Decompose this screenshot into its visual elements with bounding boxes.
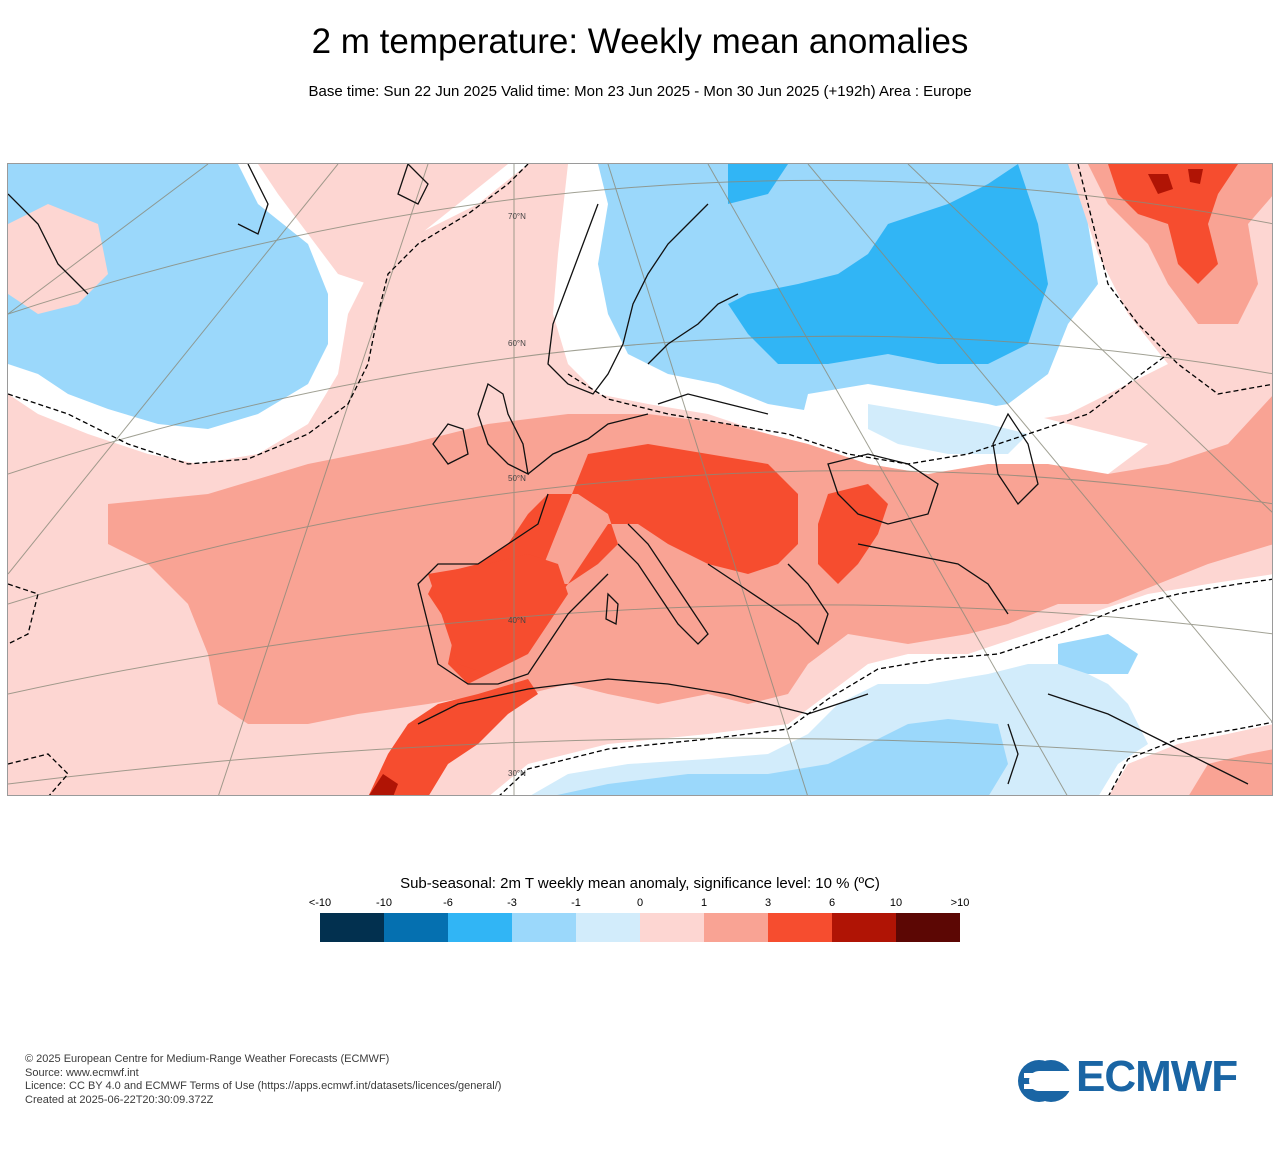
legend-swatch-3 bbox=[512, 913, 576, 942]
legend-tick-label: 10 bbox=[889, 897, 903, 909]
ecmwf-logo-text: ECMWF bbox=[1076, 1052, 1238, 1101]
significance-contours bbox=[8, 164, 1272, 795]
lat-label-50: 50°N bbox=[508, 474, 526, 483]
ecmwf-logo-icon bbox=[1018, 1060, 1074, 1102]
legend-swatch-5 bbox=[640, 913, 704, 942]
region-greenland-lightred bbox=[8, 204, 108, 314]
legend-labels: <-10 -10 -6 -3 -1 0 1 3 6 10 >10 bbox=[309, 897, 970, 911]
region-iberia-strongred bbox=[428, 554, 568, 674]
footer-source: Source: www.ecmwf.int bbox=[25, 1066, 139, 1079]
legend-swatch-6 bbox=[704, 913, 768, 942]
legend-title: Sub-seasonal: 2m T weekly mean anomaly, … bbox=[400, 875, 880, 892]
region-africa-coast-darkred bbox=[369, 774, 398, 795]
legend-tick-label: -1 bbox=[571, 897, 581, 909]
legend-tick-label: 3 bbox=[764, 897, 772, 909]
lat-label-60: 60°N bbox=[508, 339, 526, 348]
footer-credits: © 2025 European Centre for Medium-Range … bbox=[25, 1053, 501, 1107]
region-southeast-red bbox=[1189, 749, 1272, 795]
region-eastern-lightblue bbox=[868, 404, 1028, 454]
footer-copyright: © 2025 European Centre for Medium-Range … bbox=[25, 1053, 390, 1065]
lat-label-70: 70°N bbox=[508, 212, 526, 221]
region-europe-red bbox=[108, 396, 1272, 724]
region-atlantic-lightred-north bbox=[258, 164, 508, 284]
region-africa-coast-strongred bbox=[368, 679, 538, 795]
graticule bbox=[8, 164, 1272, 795]
legend-swatch-1 bbox=[384, 913, 448, 942]
footer-created: Created at 2025-06-22T20:30:09.372Z bbox=[25, 1093, 214, 1106]
legend-swatch-0 bbox=[320, 913, 384, 942]
lat-label-30: 30°N bbox=[508, 769, 526, 778]
page-title: 2 m temperature: Weekly mean anomalies bbox=[311, 22, 969, 61]
region-siberia-strongred bbox=[1108, 164, 1238, 284]
legend-tick-label: -3 bbox=[507, 897, 517, 909]
legend-swatch-9 bbox=[896, 913, 960, 942]
legend-swatch-4 bbox=[576, 913, 640, 942]
legend-swatch-8 bbox=[832, 913, 896, 942]
region-siberia-darkred bbox=[1148, 169, 1203, 194]
coastlines bbox=[8, 164, 1249, 785]
legend-tick-label: 6 bbox=[828, 897, 836, 909]
lat-label-40: 40°N bbox=[508, 616, 526, 625]
latitude-labels: 70°N 60°N 50°N 40°N 30°N bbox=[508, 212, 526, 778]
legend-tick-label: <-10 bbox=[308, 897, 332, 909]
page-subtitle: Base time: Sun 22 Jun 2025 Valid time: M… bbox=[308, 83, 972, 100]
legend-swatch-2 bbox=[448, 913, 512, 942]
legend-tick-label: 0 bbox=[636, 897, 644, 909]
legend-colorbar bbox=[320, 913, 960, 942]
legend-tick-label: 1 bbox=[700, 897, 708, 909]
legend-swatch-7 bbox=[768, 913, 832, 942]
legend-tick-label: -6 bbox=[443, 897, 453, 909]
region-northeast-blue bbox=[728, 164, 1048, 364]
legend-tick-label: -10 bbox=[376, 897, 392, 909]
anomaly-map: 70°N 60°N 50°N 40°N 30°N bbox=[7, 163, 1273, 796]
legend-tick-label: >10 bbox=[950, 897, 970, 909]
region-south-blue bbox=[557, 634, 1138, 795]
footer-licence: Licence: CC BY 4.0 and ECMWF Terms of Us… bbox=[25, 1080, 502, 1092]
region-balkans-strongred bbox=[818, 484, 888, 584]
ecmwf-logo: ECMWF bbox=[1016, 1052, 1258, 1104]
